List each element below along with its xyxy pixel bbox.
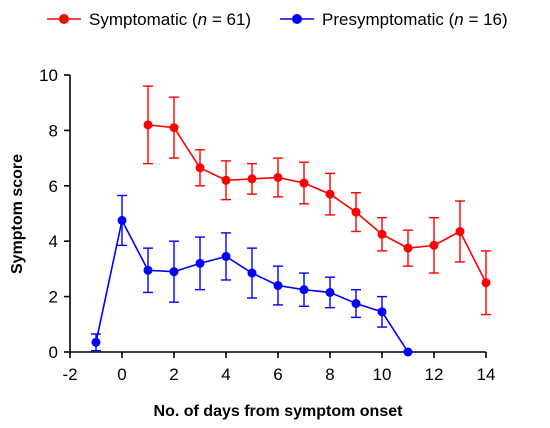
x-tick-label: 8 — [325, 365, 334, 384]
data-point-presymptomatic — [247, 268, 257, 278]
data-point-presymptomatic — [403, 347, 413, 357]
data-point-presymptomatic — [273, 281, 283, 291]
y-tick-label: 4 — [49, 232, 58, 251]
data-point-symptomatic — [403, 243, 413, 253]
data-point-symptomatic — [455, 227, 465, 237]
legend: Symptomatic (n = 61) Presymptomatic (n =… — [47, 10, 508, 29]
data-point-symptomatic — [377, 229, 387, 239]
y-tick-label: 0 — [49, 343, 58, 362]
y-axis-title: Symptom score — [9, 154, 26, 274]
x-tick-label: 0 — [117, 365, 126, 384]
data-point-presymptomatic — [221, 251, 231, 261]
data-point-symptomatic — [273, 172, 283, 182]
data-point-symptomatic — [299, 178, 309, 188]
x-axis-title: No. of days from symptom onset — [154, 403, 404, 420]
legend-label-symptomatic: Symptomatic (n = 61) — [89, 10, 251, 29]
y-tick-label: 10 — [39, 66, 58, 85]
data-point-symptomatic — [221, 175, 231, 185]
data-point-presymptomatic — [299, 285, 309, 295]
data-point-presymptomatic — [377, 307, 387, 317]
x-tick-label: 6 — [273, 365, 282, 384]
data-point-presymptomatic — [325, 287, 335, 297]
x-tick-label: 12 — [425, 365, 444, 384]
data-point-symptomatic — [351, 207, 361, 217]
series-presymptomatic — [91, 194, 413, 357]
y-tick-label: 8 — [49, 121, 58, 140]
data-point-symptomatic — [143, 120, 153, 130]
y-ticks: 0 2 4 6 8 10 — [39, 66, 70, 362]
legend-item-presymptomatic: Presymptomatic (n = 16) — [280, 10, 508, 29]
plot-area — [91, 85, 491, 357]
x-tick-label: 2 — [169, 365, 178, 384]
data-point-presymptomatic — [351, 299, 361, 309]
data-point-presymptomatic — [91, 337, 101, 347]
data-point-symptomatic — [429, 240, 439, 250]
x-tick-label: 4 — [221, 365, 230, 384]
data-point-symptomatic — [247, 174, 257, 184]
y-tick-label: 6 — [49, 177, 58, 196]
data-point-presymptomatic — [169, 267, 179, 277]
data-point-presymptomatic — [117, 215, 127, 225]
y-tick-label: 2 — [49, 288, 58, 307]
data-point-symptomatic — [481, 278, 491, 288]
x-tick-label: 14 — [477, 365, 496, 384]
series-symptomatic — [143, 85, 491, 316]
data-point-symptomatic — [195, 163, 205, 173]
legend-marker-presymptomatic — [292, 14, 302, 24]
x-tick-label: -2 — [62, 365, 77, 384]
data-point-symptomatic — [325, 189, 335, 199]
legend-label-presymptomatic: Presymptomatic (n = 16) — [322, 10, 508, 29]
x-tick-label: 10 — [373, 365, 392, 384]
data-point-symptomatic — [169, 123, 179, 133]
data-point-presymptomatic — [143, 265, 153, 275]
data-point-presymptomatic — [195, 258, 205, 268]
legend-item-symptomatic: Symptomatic (n = 61) — [47, 10, 251, 29]
legend-marker-symptomatic — [59, 14, 69, 24]
axes — [69, 75, 486, 353]
x-ticks: -2 0 2 4 6 8 10 12 14 — [62, 352, 495, 384]
